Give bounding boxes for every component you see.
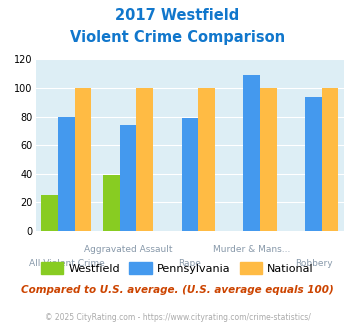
Bar [136, 88, 153, 231]
Bar [322, 88, 338, 231]
Legend: Westfield, Pennsylvania, National: Westfield, Pennsylvania, National [37, 258, 318, 278]
Text: 2017 Westfield: 2017 Westfield [115, 8, 240, 23]
Text: Rape: Rape [179, 259, 201, 268]
Text: © 2025 CityRating.com - https://www.cityrating.com/crime-statistics/: © 2025 CityRating.com - https://www.city… [45, 313, 310, 322]
Bar [120, 125, 136, 231]
Bar [198, 88, 215, 231]
Bar [75, 88, 91, 231]
Text: All Violent Crime: All Violent Crime [28, 259, 104, 268]
Bar [182, 118, 198, 231]
Bar [58, 116, 75, 231]
Text: Violent Crime Comparison: Violent Crime Comparison [70, 30, 285, 45]
Text: Aggravated Assault: Aggravated Assault [84, 245, 173, 254]
Bar [103, 175, 120, 231]
Bar [260, 88, 277, 231]
Text: Robbery: Robbery [295, 259, 332, 268]
Text: Murder & Mans...: Murder & Mans... [213, 245, 290, 254]
Bar [42, 195, 58, 231]
Bar [305, 97, 322, 231]
Bar [244, 75, 260, 231]
Text: Compared to U.S. average. (U.S. average equals 100): Compared to U.S. average. (U.S. average … [21, 285, 334, 295]
